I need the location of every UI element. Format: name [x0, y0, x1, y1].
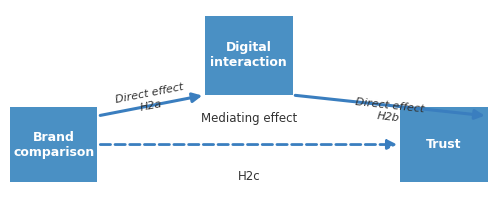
Text: H2c: H2c	[238, 170, 260, 183]
Text: Direct effect
H2a: Direct effect H2a	[114, 82, 186, 117]
FancyBboxPatch shape	[205, 16, 292, 95]
FancyBboxPatch shape	[400, 107, 488, 182]
FancyBboxPatch shape	[10, 107, 98, 182]
Text: Direct effect
H2b: Direct effect H2b	[354, 97, 425, 126]
Text: Digital
interaction: Digital interaction	[210, 41, 287, 69]
Text: Trust: Trust	[426, 138, 462, 151]
Text: Mediating effect: Mediating effect	[200, 112, 297, 125]
Text: Brand
comparison: Brand comparison	[13, 130, 94, 159]
